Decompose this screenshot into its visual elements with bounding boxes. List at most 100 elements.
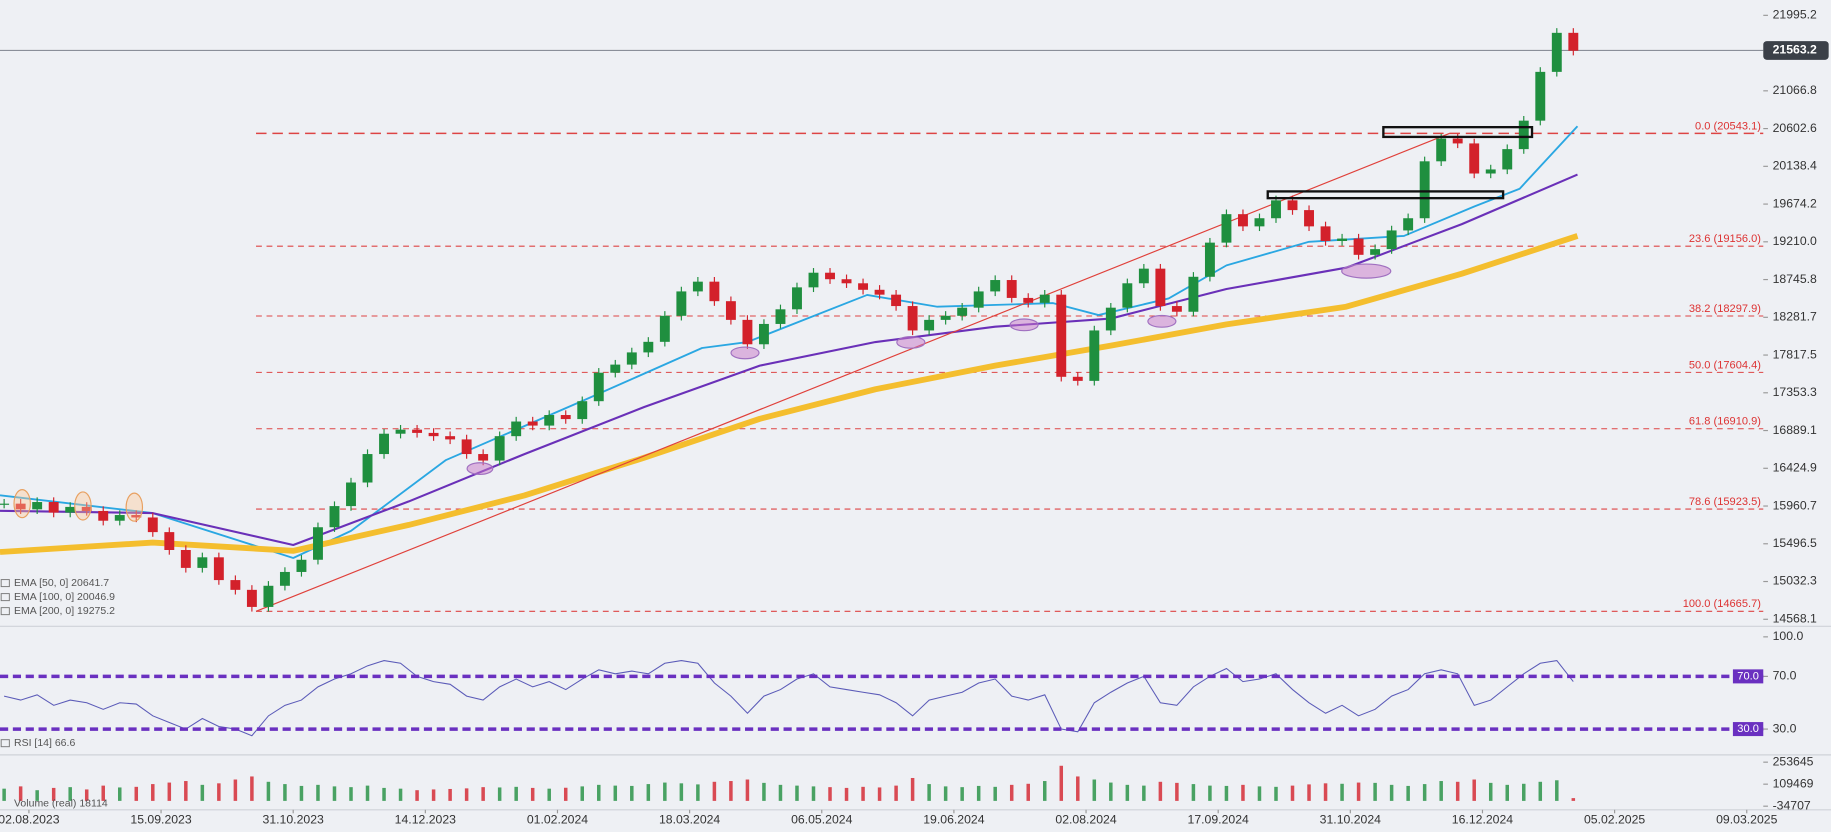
candle <box>1171 306 1182 312</box>
x-tick-label: 19.06.2024 <box>923 813 984 827</box>
volume-bar <box>993 786 997 801</box>
y-tick-label: 20602.6 <box>1773 121 1817 135</box>
volume-bar <box>101 785 105 801</box>
volume-bar <box>910 777 915 801</box>
legend-entry: EMA [50, 0] 20641.7 <box>14 577 109 589</box>
candle <box>313 527 323 560</box>
candle <box>478 454 489 461</box>
candle <box>1304 210 1314 227</box>
candle <box>1221 214 1232 243</box>
candle <box>1006 280 1017 298</box>
x-tick-label: 09.03.2025 <box>1716 813 1777 827</box>
volume-bar <box>1208 785 1212 801</box>
candle <box>725 301 736 320</box>
volume-bar <box>51 787 56 801</box>
volume-bar <box>1555 780 1559 801</box>
volume-bar <box>960 787 964 801</box>
candle <box>329 506 340 528</box>
y-tick-label: 15960.7 <box>1773 498 1817 512</box>
volume-bar <box>877 787 882 801</box>
candle <box>1518 120 1529 150</box>
candle <box>412 429 423 433</box>
y-tick-label: 19210.0 <box>1773 234 1817 248</box>
candle <box>379 433 389 455</box>
candle <box>1353 238 1364 255</box>
volume-bar <box>1224 785 1229 801</box>
candle <box>858 283 869 290</box>
candle <box>197 557 208 568</box>
candle <box>626 352 637 365</box>
candle <box>709 281 720 302</box>
volume-bar <box>745 779 750 801</box>
volume-bar <box>894 785 898 801</box>
candle <box>1204 242 1215 277</box>
candle <box>659 315 670 342</box>
candle <box>98 510 109 521</box>
volume-bar <box>1373 782 1377 801</box>
volume-bar <box>382 787 386 801</box>
volume-bar <box>613 785 618 801</box>
volume-bar <box>167 782 172 801</box>
volume-bar <box>597 784 601 801</box>
candle <box>593 372 604 402</box>
volume-bar <box>2 788 6 801</box>
y-tick-label: 15496.5 <box>1773 536 1817 550</box>
volume-bar <box>828 787 832 801</box>
volume-bar <box>1455 781 1460 801</box>
legend-entry: RSI [14] 66.6 <box>14 737 75 749</box>
candle <box>692 281 703 292</box>
candle <box>973 291 984 308</box>
volume-bar <box>778 784 783 801</box>
volume-bar <box>811 786 816 801</box>
volume-bar <box>415 790 419 801</box>
ema-line <box>0 173 1578 547</box>
volume-bar <box>1092 779 1097 801</box>
y-tick-label: 17353.3 <box>1773 385 1817 399</box>
volume-bar <box>464 788 469 801</box>
candle <box>907 306 918 331</box>
x-tick-label: 18.03.2024 <box>659 813 720 827</box>
candle <box>263 585 274 607</box>
candle <box>1386 230 1397 250</box>
candle <box>891 294 902 307</box>
candle <box>296 559 307 572</box>
candle <box>1056 294 1067 377</box>
volume-bar <box>1422 784 1427 801</box>
volume-bar <box>861 786 865 801</box>
x-tick-label: 31.10.2024 <box>1320 813 1381 827</box>
candle <box>32 502 43 510</box>
y-tick-label: 18745.8 <box>1773 272 1817 286</box>
candle <box>131 515 142 518</box>
y-tick-label: 18281.7 <box>1773 310 1817 324</box>
candle <box>511 421 522 437</box>
volume-bar <box>530 787 535 801</box>
rsi-level-box <box>1732 669 1764 684</box>
candle <box>1436 138 1447 162</box>
ema-line <box>0 125 1579 559</box>
fib-label: 23.6 (19156.0) <box>1689 233 1761 245</box>
volume-bar <box>696 784 700 801</box>
volume-bar <box>481 787 485 801</box>
volume-bar <box>1274 786 1278 801</box>
rsi-level-label: 70.0 <box>1737 670 1759 682</box>
fib-label: 61.8 (16910.9) <box>1689 416 1761 428</box>
volume-bar <box>1307 784 1311 801</box>
y-tick-label: 16424.9 <box>1773 461 1817 475</box>
volume-bar <box>514 786 518 801</box>
volume-bar <box>118 787 122 801</box>
candle <box>940 315 951 320</box>
candle <box>1535 71 1546 121</box>
volume-bar <box>1538 781 1543 801</box>
fib-label: 100.0 (14665.7) <box>1683 598 1761 610</box>
candle <box>1023 297 1034 303</box>
y-tick-label: 20138.4 <box>1773 159 1817 173</box>
x-tick-label: 15.09.2023 <box>130 813 191 827</box>
candle <box>775 309 786 324</box>
candle <box>164 532 175 551</box>
volume-bar <box>679 783 684 801</box>
volume-bar <box>1472 779 1476 801</box>
volume-bar <box>712 781 717 801</box>
fib-label: 50.0 (17604.4) <box>1689 359 1761 371</box>
